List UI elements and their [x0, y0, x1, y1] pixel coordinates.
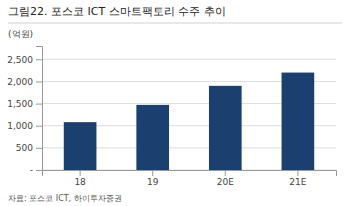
y-tick-mark	[36, 148, 42, 149]
bar	[209, 86, 242, 170]
x-tick-label: 18	[74, 177, 86, 187]
y-tick: -	[30, 165, 42, 175]
y-tick: 500	[16, 143, 42, 153]
y-tick-label: 2,000	[7, 77, 33, 87]
y-tick: 2,000	[7, 77, 42, 87]
source: 자료: 포스코 ICT, 하이투자증권	[8, 194, 122, 203]
y-tick: 1,500	[7, 99, 42, 109]
x-tick-label: 19	[147, 177, 159, 187]
x-tick-mark	[80, 170, 81, 176]
x-tick: 18	[74, 170, 86, 187]
x-axis: 18 19 20E 21E	[43, 170, 337, 187]
y-tick: 1,000	[7, 121, 42, 131]
x-tick-mark	[225, 170, 226, 176]
y-tick-mark	[36, 104, 42, 105]
y-tick-mark	[36, 170, 42, 171]
y-tick-label: 1,000	[7, 121, 33, 131]
title: 그림22. 포스코 ICT 스마트팩토리 수주 추이	[8, 5, 226, 18]
y-tick-mark	[36, 81, 42, 82]
bar	[282, 73, 315, 170]
y-tick-label: 2,500	[7, 55, 33, 65]
x-tick-label: 20E	[217, 177, 234, 187]
bar	[136, 105, 169, 170]
x-tick-mark	[152, 170, 153, 176]
chart: 그림22. 포스코 ICT 스마트팩토리 수주 추이 - 500 1,000 1,500…	[0, 0, 350, 206]
y-tick-label: 1,500	[7, 99, 33, 109]
x-tick: 19	[147, 170, 159, 187]
bar	[64, 122, 97, 170]
y-axis-line	[36, 47, 43, 171]
x-axis-line	[43, 171, 337, 177]
y-axis: - 500 1,000 1,500 2,000 2,500	[7, 47, 42, 176]
y-tick-label: 500	[16, 143, 33, 153]
x-tick-mark	[297, 170, 298, 176]
y-tick-mark	[36, 126, 42, 127]
y-axis-label: (억원)	[8, 29, 33, 39]
x-tick: 20E	[217, 170, 234, 187]
grid-line	[42, 59, 336, 60]
y-tick: 2,500	[7, 55, 42, 65]
plot: - 500 1,000 1,500 2,000 2,500 18 19 20E 21E	[7, 47, 336, 188]
title-rule	[8, 23, 342, 24]
x-tick: 21E	[289, 170, 306, 187]
x-tick-label: 21E	[289, 177, 306, 187]
bars	[64, 73, 314, 170]
y-tick-mark	[36, 59, 42, 60]
grid	[42, 59, 336, 170]
y-tick-label: -	[30, 165, 33, 175]
